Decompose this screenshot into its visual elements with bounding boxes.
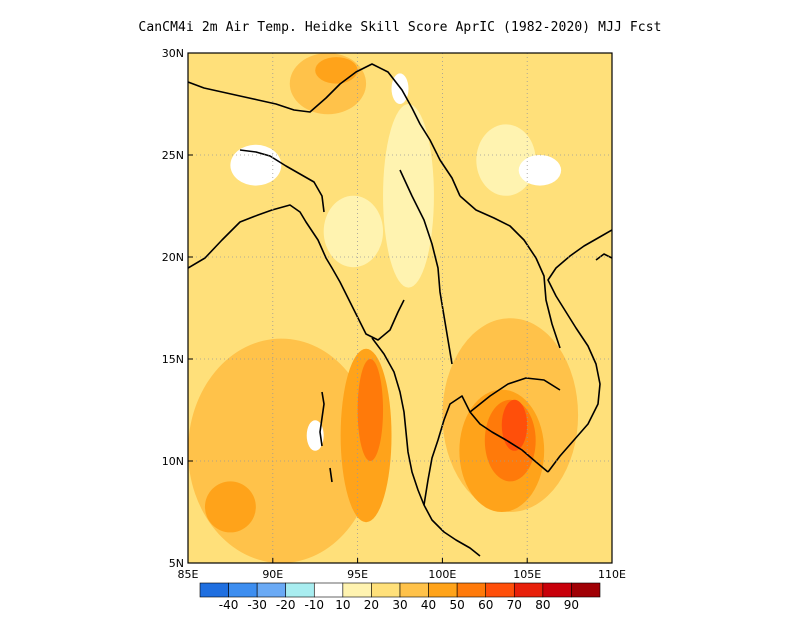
border-himalaya xyxy=(188,63,461,197)
colorbar-label-3: -10 xyxy=(304,598,324,612)
colorbar-swatch-1 xyxy=(228,582,258,598)
colorbar-swatch-5 xyxy=(342,582,372,598)
skill-region-12 xyxy=(315,57,358,84)
map-frame xyxy=(187,52,613,564)
colorbar-swatch-4 xyxy=(313,582,344,598)
colorbar-swatch-3 xyxy=(285,582,315,598)
border-myanmar-east xyxy=(399,169,453,365)
axis-ticks: 85E 90E 95E 100E 105E 110E 5N 10N 15N 20N 25N 30N xyxy=(162,47,626,581)
skill-region-10 xyxy=(204,481,256,533)
colorbar-swatch-10 xyxy=(485,582,515,598)
border-bangladesh xyxy=(239,149,325,213)
y-tick-label-25: 25N xyxy=(162,149,184,162)
colorbar-swatch-0 xyxy=(199,582,229,598)
colorbar-label-9: 60 xyxy=(478,598,493,612)
skill-region-3 xyxy=(230,144,282,186)
border-cambodia xyxy=(469,377,561,413)
y-tick-label-10: 10N xyxy=(162,455,184,468)
colorbar-label-6: 30 xyxy=(392,598,407,612)
colorbar-label-10: 70 xyxy=(507,598,522,612)
skill-region-2 xyxy=(323,195,384,268)
colorbar-swatch-12 xyxy=(542,582,572,598)
colorbar-label-11: 80 xyxy=(535,598,550,612)
map-title: CanCM4i 2m Air Temp. Heidke Skill Score … xyxy=(138,20,662,35)
skill-region-0 xyxy=(383,104,434,288)
y-tick-label-5: 5N xyxy=(169,557,184,570)
colorbar-label-1: -30 xyxy=(247,598,267,612)
colorbar-swatch-7 xyxy=(399,582,429,598)
x-tick-label-90: 90E xyxy=(262,568,283,581)
y-tick-label-30: 30N xyxy=(162,47,184,60)
colorbar-swatch-8 xyxy=(428,582,458,598)
coastlines xyxy=(188,63,612,557)
colorbar-swatch-11 xyxy=(513,582,544,598)
colorbar-label-12: 90 xyxy=(564,598,579,612)
colorbar-swatch-13 xyxy=(571,582,601,598)
skill-region-1 xyxy=(476,124,536,196)
skill-regions xyxy=(188,53,579,563)
colorbar-swatch-6 xyxy=(371,582,401,598)
skill-region-4 xyxy=(518,155,562,186)
gridlines xyxy=(188,53,612,563)
colorbar: -40 -30 -20 -10 10 20 30 40 50 60 70 80 90 xyxy=(199,582,601,612)
coastline-tenasserim xyxy=(371,337,481,557)
coastline-bay-of-bengal xyxy=(188,204,405,341)
x-tick-label-100: 100E xyxy=(428,568,456,581)
skill-region-16 xyxy=(306,420,324,451)
colorbar-swatch-9 xyxy=(456,582,487,598)
y-tick-label-15: 15N xyxy=(162,353,184,366)
x-tick-label-95: 95E xyxy=(347,568,368,581)
colorbar-swatch-2 xyxy=(256,582,287,598)
colorbar-label-8: 50 xyxy=(450,598,465,612)
skill-region-15 xyxy=(501,399,528,451)
border-laos xyxy=(459,195,561,349)
colorbar-label-7: 40 xyxy=(421,598,436,612)
colorbar-label-5: 20 xyxy=(364,598,379,612)
x-tick-label-105: 105E xyxy=(513,568,541,581)
y-tick-label-20: 20N xyxy=(162,251,184,264)
colorbar-label-2: -20 xyxy=(276,598,296,612)
hainan-island xyxy=(595,253,612,261)
skill-region-13 xyxy=(357,359,384,461)
colorbar-label-4: 10 xyxy=(335,598,350,612)
coastline-vietnam xyxy=(547,229,612,473)
x-tick-label-85: 85E xyxy=(178,568,199,581)
andaman-islands xyxy=(319,391,333,483)
coastline-gulf-thailand xyxy=(423,395,549,506)
colorbar-label-0: -40 xyxy=(219,598,239,612)
x-tick-label-110: 110E xyxy=(598,568,626,581)
